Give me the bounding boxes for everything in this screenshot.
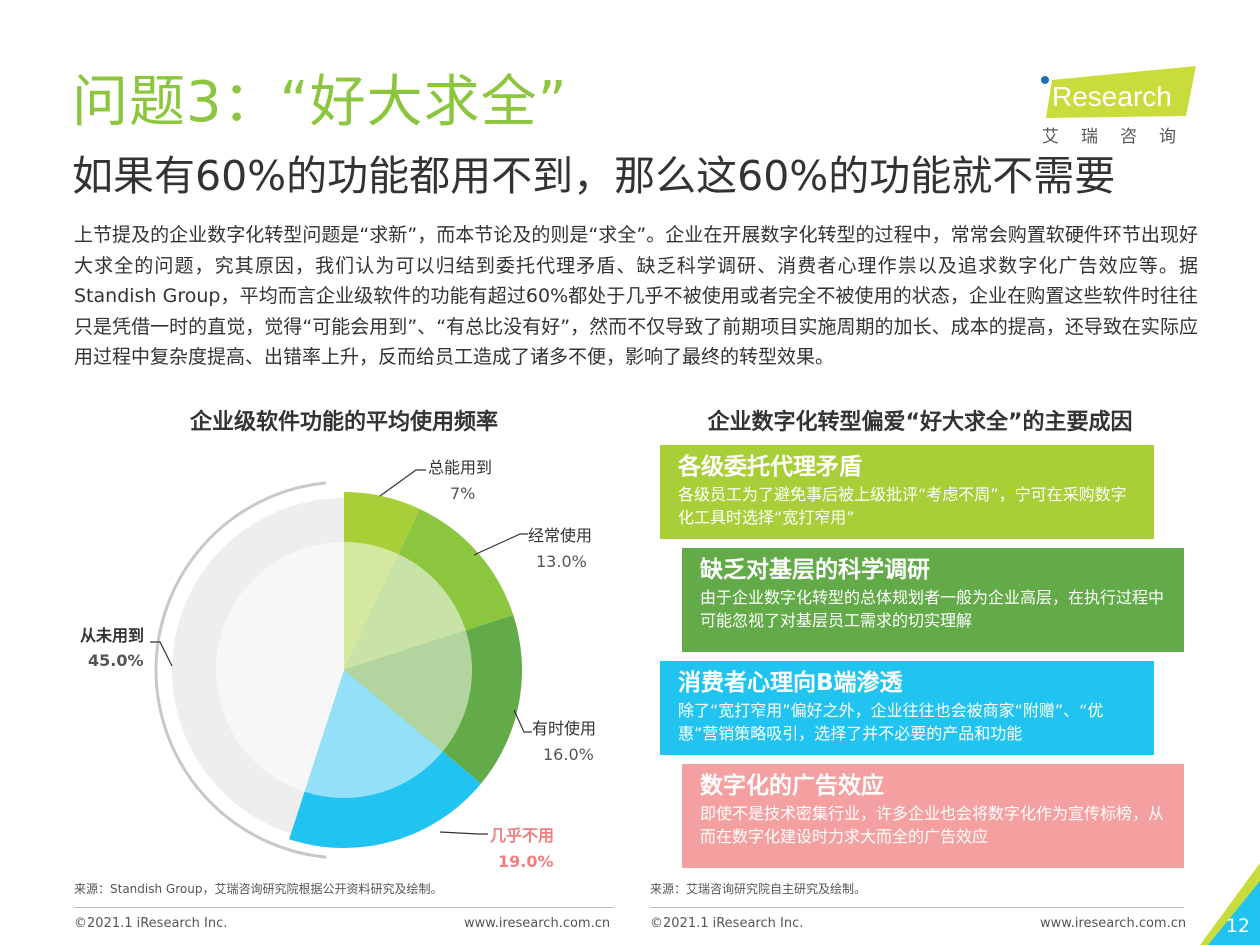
cause-desc: 即使不是技术密集行业，许多企业也会将数字化作为宣传标榜，从而在数字化建设时力求大… <box>700 804 1165 846</box>
pie-leader-line <box>473 533 528 556</box>
cause-head: 缺乏对基层的科学调研 <box>700 557 930 583</box>
logo-i: i <box>1042 81 1048 112</box>
pie-label-rarely: 几乎不用 <box>490 826 555 845</box>
iresearch-logo: i Research <box>1038 66 1198 146</box>
pie-label-never: 从未用到 <box>80 626 145 645</box>
pie-value-sometimes: 16.0% <box>543 745 594 764</box>
pie-slice-inner <box>304 670 443 798</box>
footer-copyright-left: ©2021.1 iResearch Inc. <box>74 916 228 931</box>
page-number: 12 <box>1225 915 1250 937</box>
page-corner-decoration <box>1200 863 1260 945</box>
cause-head: 各级委托代理矛盾 <box>678 454 862 480</box>
source-note-left: 来源：Standish Group，艾瑞咨询研究院根据公开资料研究及绘制。 <box>74 882 443 896</box>
intro-paragraph: 上节提及的企业数字化转型问题是“求新”，而本节论及的则是“求全”。企业在开展数字… <box>74 224 1198 368</box>
cause-desc: 除了“宽打窄用”偏好之外，企业往往也会被商家“附赠”、“优惠”营销策略吸引，选择… <box>678 701 1104 743</box>
pie-value-often: 13.0% <box>536 552 587 571</box>
cause-head: 数字化的广告效应 <box>700 773 884 799</box>
usage-frequency-pie-chart <box>150 469 532 859</box>
cause-card-lack-of-research: 缺乏对基层的科学调研 由于企业数字化转型的总体规划者一般为企业高层，在执行过程中… <box>682 548 1184 652</box>
pie-leader-line <box>150 641 173 667</box>
pie-leader-line <box>439 831 488 835</box>
cause-card-principal-agent: 各级委托代理矛盾 各级员工为了避免事后被上级批评“考虑不周”，宁可在采购数字化工… <box>660 445 1154 539</box>
footer-copyright-right: ©2021.1 iResearch Inc. <box>650 916 804 931</box>
logo-chinese-name: 艾瑞咨询 <box>1042 127 1198 147</box>
pie-slice-inner <box>344 630 472 752</box>
footer-url-left: www.iresearch.com.cn <box>464 916 611 931</box>
logo-research: Research <box>1052 81 1172 112</box>
logo-banner: i Research <box>1041 66 1196 118</box>
pie-slice-inner <box>344 554 466 670</box>
pie-value-rarely: 19.0% <box>498 852 554 871</box>
pie-leader-line <box>379 469 426 497</box>
cause-desc: 各级员工为了避免事后被上级批评“考虑不周”，宁可在采购数字化工具时选择“宽打窄用… <box>678 485 1127 527</box>
pie-decorative-arc <box>154 481 327 859</box>
cause-card-advertising-effect: 数字化的广告效应 即使不是技术密集行业，许多企业也会将数字化作为宣传标榜，从而在… <box>682 764 1184 868</box>
pie-label-always: 总能用到 <box>428 458 493 477</box>
pie-value-always: 7% <box>450 484 476 503</box>
chart-title: 企业级软件功能的平均使用频率 <box>189 410 498 435</box>
footer-url-right: www.iresearch.com.cn <box>1040 916 1187 931</box>
pie-leader-line <box>513 709 532 733</box>
page-subtitle: 如果有60%的功能都用不到，那么这60%的功能就不需要 <box>72 152 1116 200</box>
cause-card-consumer-psychology: 消费者心理向B端渗透 除了“宽打窄用”偏好之外，企业往往也会被商家“附赠”、“优… <box>660 661 1154 755</box>
cause-head: 消费者心理向B端渗透 <box>678 670 903 696</box>
pie-label-sometimes: 有时使用 <box>532 719 597 738</box>
pie-label-often: 经常使用 <box>528 526 593 545</box>
source-note-right: 来源：艾瑞咨询研究院自主研究及绘制。 <box>650 882 867 896</box>
pie-slice-inner <box>215 542 344 792</box>
pie-slice-inner <box>344 542 399 670</box>
pie-value-never: 45.0% <box>88 651 144 670</box>
footer-divider-left <box>74 907 614 908</box>
cause-desc: 由于企业数字化转型的总体规划者一般为企业高层，在执行过程中可能忽视了对基层员工需… <box>700 588 1165 630</box>
page-title: 问题3：“好大求全” <box>72 70 568 135</box>
footer-divider-right <box>650 907 1184 908</box>
causes-title: 企业数字化转型偏爱“好大求全”的主要成因 <box>707 410 1133 435</box>
